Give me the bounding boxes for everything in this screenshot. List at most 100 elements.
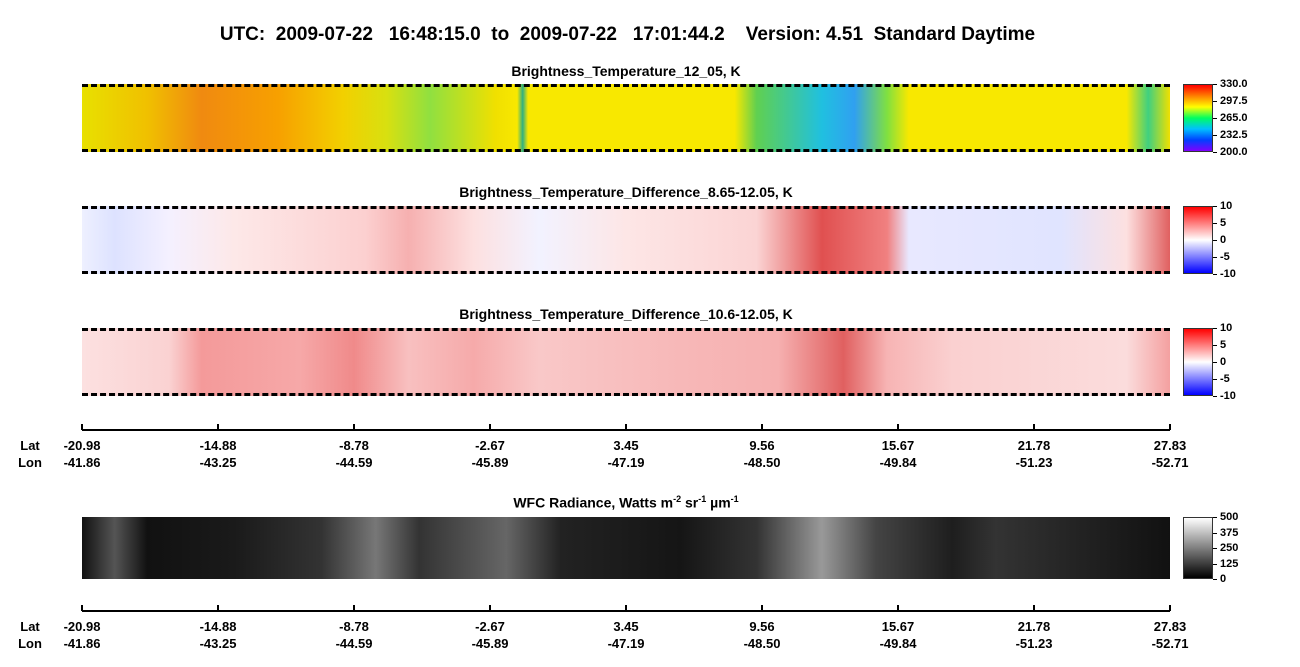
lat-value: 3.45 [613, 619, 639, 634]
colorbar-label: 10 [1220, 322, 1233, 334]
colorbar-label: 250 [1220, 542, 1239, 554]
axis-tick [217, 424, 219, 430]
title-part: -2 [673, 494, 682, 504]
colorbar-tick [1213, 206, 1217, 207]
title-part: sr [681, 494, 699, 511]
lon-value: -44.59 [335, 455, 373, 470]
lon-value: -48.50 [743, 455, 781, 470]
title-part: µm [706, 494, 731, 511]
colorbar-tick [1213, 152, 1217, 153]
colorbar-label: 125 [1220, 557, 1239, 570]
lat-value: 21.78 [1017, 619, 1051, 634]
axis-tick [217, 605, 219, 611]
axis-tick [625, 605, 627, 611]
axis-tick [897, 605, 899, 611]
axis-tick [761, 605, 763, 611]
colorbar-label: 10 [1220, 200, 1233, 212]
axis-tick [1033, 424, 1035, 430]
colorbar [1183, 206, 1213, 274]
colorbar-tick [1213, 240, 1217, 241]
lat-value: 15.67 [881, 619, 915, 634]
lon-label: Lon [18, 455, 42, 470]
axis-tick [1033, 605, 1035, 611]
axis-tick [353, 605, 355, 611]
colorbar-label: 330.0 [1220, 78, 1248, 90]
lon-value: -51.23 [1015, 455, 1053, 470]
colorbar-tick [1213, 517, 1217, 518]
colorbar-label: 232.5 [1220, 129, 1248, 141]
axis-tick [1169, 424, 1171, 430]
title-part: WFC Radiance, Watts m [513, 494, 674, 511]
lat-value: 21.78 [1017, 438, 1051, 453]
lat-label: Lat [20, 619, 40, 634]
colorbar-tick [1213, 362, 1217, 363]
colorbar-label: 0 [1220, 234, 1227, 246]
colorbar-label: 265.0 [1220, 112, 1248, 124]
lon-value: -43.25 [199, 455, 237, 470]
lon-value: -47.19 [607, 636, 645, 651]
colorbar [1183, 328, 1213, 396]
axis-tick [761, 424, 763, 430]
colorbar [1183, 84, 1213, 152]
colorbar-label: 5 [1220, 339, 1227, 351]
lat-value: 27.83 [1153, 438, 1187, 453]
lat-value: 15.67 [881, 438, 915, 453]
lat-value: -8.78 [339, 438, 369, 453]
lon-value: -52.71 [1151, 636, 1189, 651]
lon-value: -52.71 [1151, 455, 1189, 470]
lat-value: 27.83 [1153, 619, 1187, 634]
panel-title: Brightness_Temperature_Difference_8.65-1… [459, 184, 793, 200]
colorbar-tick [1213, 345, 1217, 346]
lon-value: -41.86 [63, 636, 101, 651]
colorbar-label: 500 [1220, 511, 1239, 523]
lat-value: -14.88 [199, 438, 237, 453]
panel-title: WFC Radiance, Watts m-2 sr-1 µm-1 [82, 494, 1170, 511]
colorbar-tick [1213, 274, 1217, 275]
colorbar-label: 5 [1220, 217, 1227, 229]
colorbar-tick [1213, 84, 1217, 85]
axis-tick [489, 605, 491, 611]
colorbar-tick [1213, 532, 1217, 534]
axis-tick [489, 424, 491, 430]
panel-title: Brightness_Temperature_12_05, K [511, 63, 741, 79]
colorbar-label: 297.5 [1220, 95, 1248, 107]
colorbar-tick [1213, 379, 1217, 380]
colorbar-tick [1213, 135, 1217, 136]
colorbar-label: -5 [1220, 251, 1230, 263]
lat-value: -14.88 [199, 619, 237, 634]
lat-value: -2.67 [475, 619, 505, 634]
colorbar-label: -10 [1220, 390, 1236, 402]
colorbar-tick [1213, 579, 1217, 580]
lon-value: -47.19 [607, 455, 645, 470]
lon-value: -48.50 [743, 636, 781, 651]
axis-tick [81, 424, 83, 430]
colorbar-tick [1213, 223, 1217, 224]
colorbar-tick [1213, 328, 1217, 329]
lon-value: -44.59 [335, 636, 373, 651]
title-part: -1 [698, 494, 707, 504]
axis-tick [81, 605, 83, 611]
colorbar-label: 0 [1220, 356, 1227, 368]
colorbar-label: -5 [1220, 373, 1230, 385]
colorbar-label: 0 [1220, 573, 1227, 585]
panel-title: Brightness_Temperature_Difference_10.6-1… [459, 306, 793, 322]
colorbar-label: 200.0 [1220, 146, 1248, 158]
axis-tick [353, 424, 355, 430]
colorbar-tick [1213, 101, 1217, 102]
axis-tick [1169, 605, 1171, 611]
axis-line [82, 429, 1170, 431]
lat-value: -20.98 [63, 619, 101, 634]
lon-value: -45.89 [471, 455, 509, 470]
axis-line [82, 610, 1170, 612]
colorbar [1183, 517, 1213, 579]
lon-value: -49.84 [879, 455, 917, 470]
lat-value: 9.56 [749, 438, 775, 453]
lat-value: 3.45 [613, 438, 639, 453]
lat-value: -20.98 [63, 438, 101, 453]
lat-label: Lat [20, 438, 40, 453]
lat-value: -2.67 [475, 438, 505, 453]
lat-value: -8.78 [339, 619, 369, 634]
colorbar-label: -10 [1220, 268, 1236, 280]
title-part: -1 [730, 494, 739, 504]
